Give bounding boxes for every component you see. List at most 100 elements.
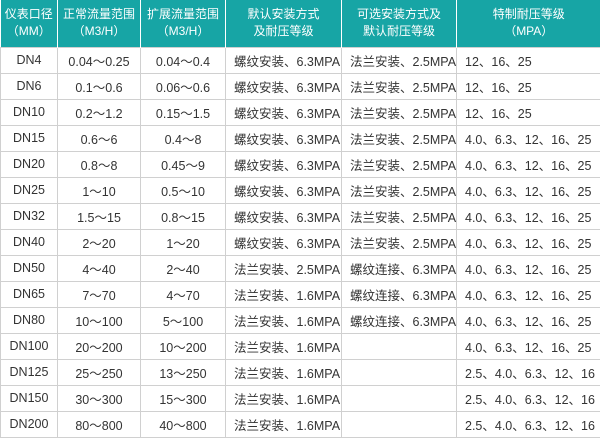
- cell-caliber: DN50: [1, 255, 58, 281]
- cell-normal-flow: 0.8～8: [58, 151, 141, 177]
- cell-optional-install: [342, 385, 457, 411]
- cell-normal-flow: 4～40: [58, 255, 141, 281]
- cell-caliber: DN125: [1, 359, 58, 385]
- column-header-normal-flow: 正常流量范围 （M3/H）: [58, 0, 141, 47]
- cell-optional-install: 法兰安装、2.5MPA: [342, 125, 457, 151]
- cell-special-pressure: 2.5、4.0、6.3、12、16: [457, 359, 600, 385]
- cell-normal-flow: 0.6～6: [58, 125, 141, 151]
- cell-special-pressure: 4.0、6.3、12、16、25: [457, 255, 600, 281]
- column-header-optional-install-line1: 可选安装方式及: [346, 6, 452, 23]
- cell-extended-flow: 1～20: [141, 229, 226, 255]
- cell-special-pressure: 4.0、6.3、12、16、25: [457, 151, 600, 177]
- cell-normal-flow: 10～100: [58, 307, 141, 333]
- cell-extended-flow: 0.4～8: [141, 125, 226, 151]
- cell-default-install: 螺纹安装、6.3MPA: [226, 47, 342, 73]
- cell-normal-flow: 2～20: [58, 229, 141, 255]
- table-header: 仪表口径 （MM） 正常流量范围 （M3/H） 扩展流量范围 （M3/H） 默认…: [1, 0, 600, 47]
- cell-extended-flow: 4～70: [141, 281, 226, 307]
- cell-default-install: 螺纹安装、6.3MPA: [226, 125, 342, 151]
- column-header-special-pressure-line2: （MPA）: [461, 23, 597, 40]
- column-header-special-pressure-line1: 特制耐压等级: [461, 6, 597, 23]
- column-header-caliber-line1: 仪表口径: [5, 6, 54, 23]
- cell-normal-flow: 0.2～1.2: [58, 99, 141, 125]
- cell-default-install: 螺纹安装、6.3MPA: [226, 177, 342, 203]
- cell-extended-flow: 5～100: [141, 307, 226, 333]
- cell-default-install: 螺纹安装、6.3MPA: [226, 99, 342, 125]
- cell-normal-flow: 1～10: [58, 177, 141, 203]
- cell-optional-install: [342, 333, 457, 359]
- cell-normal-flow: 25～250: [58, 359, 141, 385]
- cell-caliber: DN80: [1, 307, 58, 333]
- cell-normal-flow: 1.5～15: [58, 203, 141, 229]
- cell-default-install: 法兰安装、1.6MPA: [226, 385, 342, 411]
- cell-caliber: DN32: [1, 203, 58, 229]
- cell-extended-flow: 40～800: [141, 411, 226, 437]
- cell-optional-install: 螺纹连接、6.3MPA: [342, 255, 457, 281]
- cell-caliber: DN25: [1, 177, 58, 203]
- cell-special-pressure: 4.0、6.3、12、16、25: [457, 229, 600, 255]
- cell-caliber: DN65: [1, 281, 58, 307]
- cell-caliber: DN15: [1, 125, 58, 151]
- cell-default-install: 螺纹安装、6.3MPA: [226, 229, 342, 255]
- cell-special-pressure: 2.5、4.0、6.3、12、16: [457, 385, 600, 411]
- table-header-row: 仪表口径 （MM） 正常流量范围 （M3/H） 扩展流量范围 （M3/H） 默认…: [1, 0, 600, 47]
- cell-special-pressure: 4.0、6.3、12、16、25: [457, 125, 600, 151]
- cell-extended-flow: 15～300: [141, 385, 226, 411]
- cell-special-pressure: 4.0、6.3、12、16、25: [457, 307, 600, 333]
- cell-optional-install: 法兰安装、2.5MPA: [342, 229, 457, 255]
- column-header-extended-flow: 扩展流量范围 （M3/H）: [141, 0, 226, 47]
- cell-caliber: DN4: [1, 47, 58, 73]
- cell-optional-install: [342, 359, 457, 385]
- cell-default-install: 法兰安装、1.6MPA: [226, 307, 342, 333]
- column-header-optional-install: 可选安装方式及 默认耐压等级: [342, 0, 457, 47]
- column-header-caliber-line2: （MM）: [5, 23, 54, 40]
- cell-optional-install: 螺纹连接、6.3MPA: [342, 281, 457, 307]
- column-header-default-install-line1: 默认安装方式: [230, 6, 337, 23]
- cell-optional-install: 法兰安装、2.5MPA: [342, 177, 457, 203]
- cell-extended-flow: 0.45～9: [141, 151, 226, 177]
- cell-special-pressure: 4.0、6.3、12、16、25: [457, 333, 600, 359]
- cell-optional-install: 法兰安装、2.5MPA: [342, 99, 457, 125]
- cell-special-pressure: 4.0、6.3、12、16、25: [457, 203, 600, 229]
- cell-normal-flow: 30～300: [58, 385, 141, 411]
- column-header-optional-install-line2: 默认耐压等级: [346, 23, 452, 40]
- cell-extended-flow: 0.8～15: [141, 203, 226, 229]
- cell-extended-flow: 0.15～1.5: [141, 99, 226, 125]
- column-header-normal-flow-line2: （M3/H）: [62, 23, 136, 40]
- cell-caliber: DN40: [1, 229, 58, 255]
- cell-extended-flow: 0.5～10: [141, 177, 226, 203]
- cell-caliber: DN6: [1, 73, 58, 99]
- column-header-special-pressure: 特制耐压等级 （MPA）: [457, 0, 600, 47]
- cell-extended-flow: 2～40: [141, 255, 226, 281]
- cell-default-install: 法兰安装、1.6MPA: [226, 281, 342, 307]
- cell-normal-flow: 0.1～0.6: [58, 73, 141, 99]
- cell-normal-flow: 80～800: [58, 411, 141, 437]
- cell-special-pressure: 4.0、6.3、12、16、25: [457, 177, 600, 203]
- cell-default-install: 螺纹安装、6.3MPA: [226, 73, 342, 99]
- cell-special-pressure: 12、16、25: [457, 73, 600, 99]
- cell-caliber: DN20: [1, 151, 58, 177]
- cell-optional-install: 法兰安装、2.5MPA: [342, 203, 457, 229]
- column-header-default-install: 默认安装方式 及耐压等级: [226, 0, 342, 47]
- cell-default-install: 法兰安装、1.6MPA: [226, 359, 342, 385]
- cell-normal-flow: 7～70: [58, 281, 141, 307]
- column-header-caliber: 仪表口径 （MM）: [1, 0, 58, 47]
- column-header-normal-flow-line1: 正常流量范围: [62, 6, 136, 23]
- cell-optional-install: 法兰安装、2.5MPA: [342, 47, 457, 73]
- cell-special-pressure: 12、16、25: [457, 99, 600, 125]
- cell-default-install: 法兰安装、1.6MPA: [226, 333, 342, 359]
